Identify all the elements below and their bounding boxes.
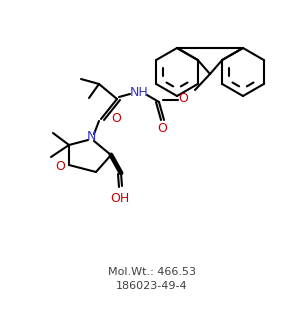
Text: Mol.Wt.: 466.53: Mol.Wt.: 466.53 bbox=[108, 267, 196, 277]
Text: OH: OH bbox=[110, 193, 130, 205]
Text: NH: NH bbox=[130, 85, 148, 99]
Text: O: O bbox=[55, 160, 65, 173]
Text: O: O bbox=[111, 112, 121, 126]
Text: 186023-49-4: 186023-49-4 bbox=[116, 281, 188, 291]
Text: O: O bbox=[157, 123, 167, 135]
Text: N: N bbox=[86, 131, 96, 143]
Text: O: O bbox=[178, 91, 188, 105]
